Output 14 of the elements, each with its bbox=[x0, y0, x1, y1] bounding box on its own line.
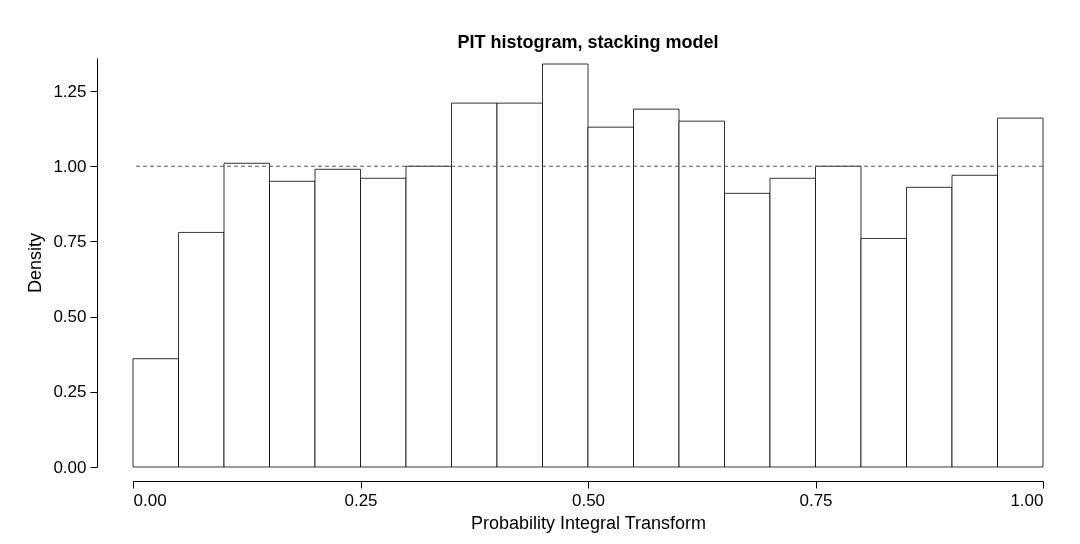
y-tick-label: 0.25 bbox=[53, 382, 87, 402]
x-tick-label: 0.50 bbox=[571, 490, 606, 510]
chart-title: PIT histogram, stacking model bbox=[457, 32, 719, 52]
y-axis-title: Density bbox=[25, 232, 46, 294]
y-tick-label: 0.75 bbox=[53, 231, 87, 251]
x-tick-label: 0.75 bbox=[799, 490, 833, 510]
y-tick-label: 0.00 bbox=[53, 457, 87, 477]
y-tick-label: 0.50 bbox=[53, 307, 87, 327]
x-tick-label: 0.00 bbox=[133, 490, 167, 510]
y-tick-label: 1.00 bbox=[53, 156, 87, 176]
x-tick-label: 1.00 bbox=[1010, 490, 1044, 510]
x-axis-title: Probability Integral Transform bbox=[470, 512, 707, 533]
y-tick-label: 1.25 bbox=[53, 81, 87, 101]
x-tick-label: 0.25 bbox=[344, 490, 378, 510]
